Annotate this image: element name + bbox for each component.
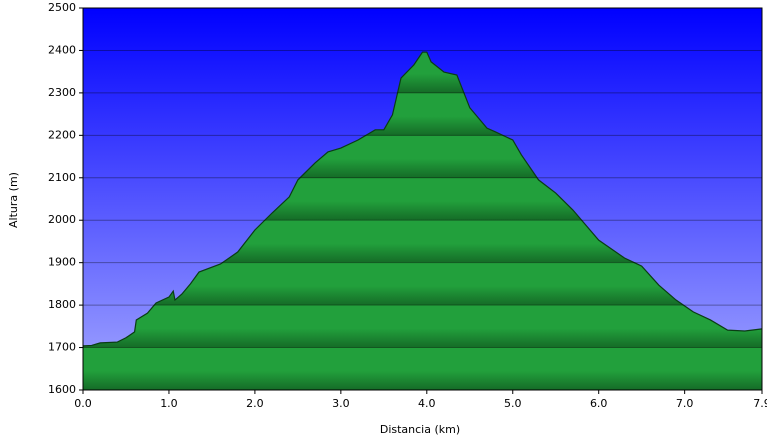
y-tick-label: 2200 (48, 128, 76, 141)
y-tick-label: 1800 (48, 298, 76, 311)
y-tick-label: 2000 (48, 213, 76, 226)
x-tick-label: 7.0 (676, 397, 694, 410)
x-tick-label: 7.9 (753, 397, 767, 410)
x-tick-label: 2.0 (246, 397, 264, 410)
plot-border (82, 7, 763, 391)
y-tick-label: 1700 (48, 341, 76, 354)
x-tick-label: 6.0 (590, 397, 608, 410)
y-tick-label: 2400 (48, 43, 76, 56)
x-tick-label: 3.0 (332, 397, 350, 410)
area-line (82, 51, 763, 347)
area (83, 52, 762, 391)
x-tick-label: 4.0 (418, 397, 436, 410)
y-tick-label: 2100 (48, 171, 76, 184)
x-tick-label: 5.0 (504, 397, 522, 410)
y-tick-label: 2300 (48, 86, 76, 99)
y-tick-label: 2500 (48, 1, 76, 14)
x-tick-label: 0.0 (74, 397, 92, 410)
plot-area (82, 7, 763, 391)
y-tick-label: 1900 (48, 256, 76, 269)
x-tick-label: 1.0 (160, 397, 178, 410)
y-tick-label: 1600 (48, 383, 76, 396)
x-axis-label: Distancia (km) (380, 423, 460, 436)
y-axis-label: Altura (m) (7, 172, 20, 228)
